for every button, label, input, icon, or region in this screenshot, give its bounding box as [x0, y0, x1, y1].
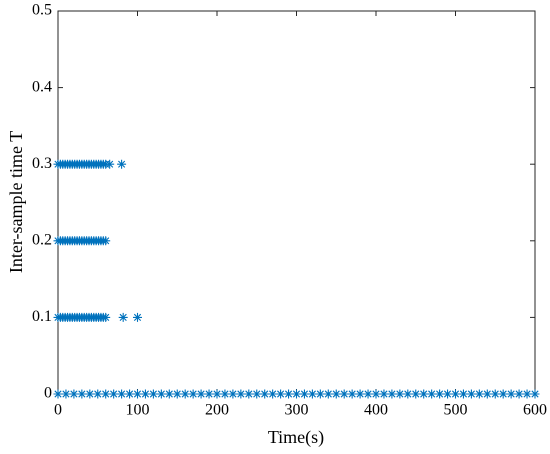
- data-point: [117, 159, 127, 169]
- data-point: [118, 312, 128, 322]
- data-point: [252, 389, 262, 399]
- data-point: [292, 389, 301, 399]
- data-point: [53, 389, 63, 399]
- data-point: [331, 389, 341, 399]
- data-point: [220, 389, 230, 399]
- data-point: [395, 389, 405, 399]
- data-point: [514, 389, 524, 399]
- data-point: [490, 389, 500, 399]
- data-point: [244, 389, 254, 399]
- data-point: [140, 389, 150, 399]
- y-tick-label: 0.5: [32, 2, 52, 19]
- data-point: [148, 389, 158, 399]
- data-point: [347, 389, 357, 399]
- data-point: [164, 389, 174, 399]
- data-point: [77, 389, 87, 399]
- data-point: [451, 389, 460, 399]
- x-tick-label: 0: [54, 402, 62, 419]
- data-point: [482, 389, 492, 399]
- data-point: [101, 312, 111, 322]
- data-point: [466, 389, 476, 399]
- y-tick-label: 0.3: [32, 155, 52, 172]
- data-point: [93, 389, 103, 399]
- data-point: [411, 389, 421, 399]
- x-tick-label: 400: [364, 402, 388, 419]
- data-point: [403, 389, 413, 399]
- data-point: [236, 389, 246, 399]
- y-tick-label: 0: [44, 385, 52, 402]
- data-point: [427, 389, 437, 399]
- data-point: [435, 389, 445, 399]
- data-point: [188, 389, 198, 399]
- data-point: [85, 389, 95, 399]
- data-point: [284, 389, 294, 399]
- x-tick-label: 300: [285, 402, 309, 419]
- data-point: [117, 389, 127, 399]
- data-point: [196, 389, 206, 399]
- x-axis-label: Time(s): [268, 427, 324, 448]
- data-point: [133, 312, 142, 322]
- data-point: [180, 389, 190, 399]
- data-point: [506, 389, 516, 399]
- data-point: [125, 389, 135, 399]
- data-point: [498, 389, 508, 399]
- y-tick-label: 0.4: [32, 78, 52, 95]
- y-axis-label: Inter-sample time T: [6, 131, 26, 273]
- data-point: [522, 389, 532, 399]
- data-point: [315, 389, 325, 399]
- data-point: [339, 389, 349, 399]
- data-point: [172, 389, 182, 399]
- data-point: [101, 389, 111, 399]
- data-point: [156, 389, 166, 399]
- data-point: [323, 389, 333, 399]
- data-point: [105, 159, 115, 169]
- data-point: [204, 389, 214, 399]
- data-point: [228, 389, 238, 399]
- data-point: [101, 236, 111, 246]
- x-tick-label: 500: [444, 402, 468, 419]
- x-tick-label: 600: [523, 402, 547, 419]
- data-point: [276, 389, 286, 399]
- y-tick-label: 0.2: [32, 231, 52, 248]
- data-point: [458, 389, 468, 399]
- plot-frame: [57, 10, 536, 395]
- data-point: [443, 389, 453, 399]
- data-point: [387, 389, 397, 399]
- data-point: [212, 389, 222, 399]
- data-point: [61, 389, 71, 399]
- x-tick-label: 200: [205, 402, 229, 419]
- data-point: [363, 389, 373, 399]
- x-tick-label: 100: [126, 402, 150, 419]
- y-tick-label: 0.1: [32, 308, 52, 325]
- data-point: [355, 389, 365, 399]
- data-point: [371, 389, 381, 399]
- data-point: [307, 389, 317, 399]
- data-point: [133, 389, 142, 399]
- data-point: [299, 389, 309, 399]
- data-point: [69, 389, 79, 399]
- data-point: [530, 389, 540, 399]
- data-point: [260, 389, 270, 399]
- data-point: [474, 389, 484, 399]
- data-point: [419, 389, 429, 399]
- data-point: [268, 389, 278, 399]
- data-point: [379, 389, 389, 399]
- data-point: [109, 389, 119, 399]
